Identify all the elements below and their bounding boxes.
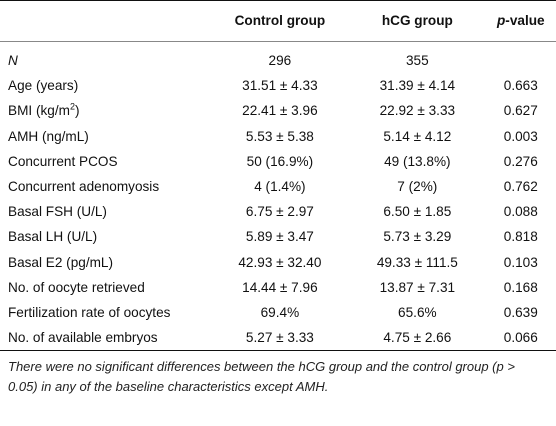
row-label: Concurrent adenomyosis [8, 179, 160, 195]
table-row: No. of oocyte retrieved 14.44 ± 7.96 13.… [0, 275, 556, 300]
row-label: AMH (ng/mL) [8, 128, 89, 144]
p-value: 0.818 [503, 229, 538, 245]
row-label: Concurrent PCOS [8, 153, 118, 169]
hcg-value: 6.50 ± 1.85 [383, 204, 452, 220]
p-value: 0.663 [503, 78, 538, 94]
header-p-value: p-value [496, 13, 545, 28]
hcg-value: 22.92 ± 3.33 [379, 103, 456, 119]
hcg-value: 5.14 ± 4.12 [383, 128, 452, 144]
p-value: 0.762 [503, 179, 538, 195]
header-control-group: Control group [234, 13, 326, 28]
hcg-value: 355 [405, 53, 429, 68]
table-footnote: There were no significant differences be… [8, 359, 515, 395]
hcg-value: 7 (2%) [397, 179, 438, 195]
hcg-value: 5.73 ± 3.29 [383, 229, 452, 245]
control-value: 31.51 ± 4.33 [242, 78, 318, 94]
hcg-value: 13.87 ± 7.31 [379, 279, 456, 295]
control-value: 296 [268, 53, 292, 68]
table-row: Fertilization rate of oocytes 69.4% 65.6… [0, 300, 556, 325]
row-label: Basal LH (U/L) [8, 229, 98, 245]
row-label: Basal FSH (U/L) [8, 204, 107, 220]
row-label: No. of oocyte retrieved [8, 279, 145, 295]
hcg-value: 31.39 ± 4.14 [379, 78, 456, 94]
row-label: No. of available embryos [8, 330, 158, 346]
table-row: N 296 355 [0, 42, 556, 74]
table-row: AMH (ng/mL) 5.53 ± 5.38 5.14 ± 4.12 0.00… [0, 124, 556, 149]
table-row: Basal LH (U/L) 5.89 ± 3.47 5.73 ± 3.29 0… [0, 224, 556, 249]
p-value: 0.088 [503, 204, 538, 220]
p-value: 0.003 [503, 128, 538, 144]
table-header-row: Control group hCG group p-value [0, 0, 556, 42]
row-label: BMI (kg/m2) [8, 101, 80, 119]
control-value: 69.4% [260, 305, 300, 321]
hcg-value: 49 (13.8%) [384, 153, 451, 169]
table-row: BMI (kg/m2) 22.41 ± 3.96 22.92 ± 3.33 0.… [0, 98, 556, 123]
control-value: 14.44 ± 7.96 [242, 279, 318, 295]
table-row: Basal E2 (pg/mL) 42.93 ± 32.40 49.33 ± 1… [0, 250, 556, 275]
control-value: 22.41 ± 3.96 [242, 103, 318, 119]
p-value: 0.168 [503, 279, 538, 295]
p-value: 0.066 [503, 330, 538, 346]
p-value: 0.103 [503, 254, 538, 270]
p-value: 0.276 [503, 153, 538, 169]
row-label: N [8, 53, 18, 68]
p-value [486, 42, 556, 74]
hcg-value: 4.75 ± 2.66 [383, 330, 452, 346]
control-value: 42.93 ± 32.40 [238, 254, 322, 270]
header-hcg-group: hCG group [381, 13, 453, 28]
table-row: No. of available embryos 5.27 ± 3.33 4.7… [0, 325, 556, 351]
table-row: Age (years) 31.51 ± 4.33 31.39 ± 4.14 0.… [0, 73, 556, 98]
row-label: Fertilization rate of oocytes [8, 305, 171, 321]
row-label: Age (years) [8, 78, 79, 94]
table-row: Concurrent PCOS 50 (16.9%) 49 (13.8%) 0.… [0, 149, 556, 174]
control-value: 50 (16.9%) [246, 153, 314, 169]
p-value: 0.639 [503, 305, 538, 321]
hcg-value: 65.6% [398, 305, 437, 321]
p-value: 0.627 [503, 103, 538, 119]
control-value: 5.53 ± 5.38 [245, 128, 314, 144]
control-value: 6.75 ± 2.97 [245, 204, 314, 220]
baseline-characteristics-table: Control group hCG group p-value N 296 35… [0, 0, 556, 351]
table-row: Basal FSH (U/L) 6.75 ± 2.97 6.50 ± 1.85 … [0, 199, 556, 224]
control-value: 5.89 ± 3.47 [245, 229, 314, 245]
control-value: 4 (1.4%) [254, 179, 306, 195]
control-value: 5.27 ± 3.33 [245, 330, 314, 346]
hcg-value: 49.33 ± 111.5 [376, 254, 458, 270]
header-empty [0, 1, 211, 42]
row-label: Basal E2 (pg/mL) [8, 254, 114, 270]
table-row: Concurrent adenomyosis 4 (1.4%) 7 (2%) 0… [0, 174, 556, 199]
